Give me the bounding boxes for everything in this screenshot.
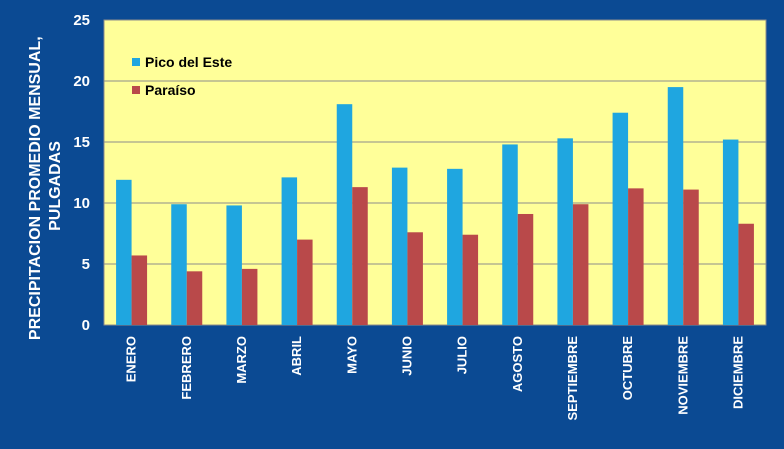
bar-paraiso	[462, 234, 479, 325]
y-axis-label-line-1: PRECIPITACION PROMEDIO MENSUAL,	[27, 36, 44, 340]
x-category-label: MARZO	[234, 336, 249, 384]
plot-area	[103, 19, 767, 326]
x-category-label: FEBRERO	[179, 336, 194, 400]
x-category-label: SEPTIEMBRE	[565, 336, 580, 421]
bar-paraiso	[738, 223, 754, 325]
bars	[116, 87, 754, 326]
gridlines	[104, 80, 766, 265]
bar-paraiso	[297, 239, 313, 325]
x-category-label: AGOSTO	[510, 336, 525, 392]
y-tick-label: 15	[73, 134, 90, 151]
bar-paraiso	[517, 213, 534, 325]
y-tick-label: 0	[82, 317, 90, 334]
x-category-label: MAYO	[344, 336, 359, 374]
y-tick-label: 20	[73, 73, 90, 90]
x-category-label: NOVIEMBRE	[675, 336, 690, 415]
bar-pico-del-este	[722, 139, 739, 325]
bar-paraiso	[683, 189, 699, 325]
bar-pico-del-este	[226, 205, 242, 325]
y-axis-tick-labels: 0 5 10 15 20 25	[73, 12, 90, 334]
y-tick-label: 25	[73, 12, 90, 29]
bar-pico-del-este	[336, 104, 353, 326]
bar-paraiso	[407, 232, 423, 325]
legend-swatch-paraiso	[132, 86, 140, 94]
bar-paraiso	[186, 271, 203, 325]
legend-label-paraiso: Paraíso	[145, 82, 196, 98]
bar-pico-del-este	[557, 138, 573, 325]
bar-pico-del-este	[447, 168, 463, 325]
bar-pico-del-este	[667, 87, 684, 325]
legend-swatch-pico-del-este	[132, 58, 140, 66]
bar-pico-del-este	[612, 112, 629, 325]
bar-pico-del-este	[171, 204, 187, 325]
bar-paraiso	[572, 204, 589, 325]
y-tick-label: 5	[82, 256, 90, 273]
legend-label-pico-del-este: Pico del Este	[145, 54, 232, 70]
bar-pico-del-este	[391, 167, 408, 325]
bar-pico-del-este	[502, 144, 518, 325]
legend: Pico del Este Paraíso	[132, 54, 232, 98]
x-category-label: JUNIO	[399, 336, 414, 376]
bar-paraiso	[241, 268, 258, 325]
x-category-label: ABRIL	[289, 336, 304, 376]
bar-paraiso	[352, 187, 368, 325]
x-category-label: OCTUBRE	[620, 336, 635, 401]
y-axis-label-line-2: PULGADAS	[47, 141, 64, 231]
bar-paraiso	[131, 255, 148, 325]
y-tick-label: 10	[73, 195, 90, 212]
x-category-label: DICIEMBRE	[730, 336, 745, 409]
bar-paraiso	[628, 188, 644, 325]
bar-pico-del-este	[281, 177, 298, 325]
x-category-label: JULIO	[455, 336, 470, 374]
x-category-label: ENERO	[124, 336, 139, 382]
x-axis-category-labels: ENERO FEBRERO MARZO ABRIL MAYO JUNIO JULIO AGOS…	[124, 336, 746, 421]
y-axis-label: PRECIPITACION PROMEDIO MENSUAL, PULGADAS	[27, 32, 64, 340]
bar-pico-del-este	[116, 179, 132, 325]
